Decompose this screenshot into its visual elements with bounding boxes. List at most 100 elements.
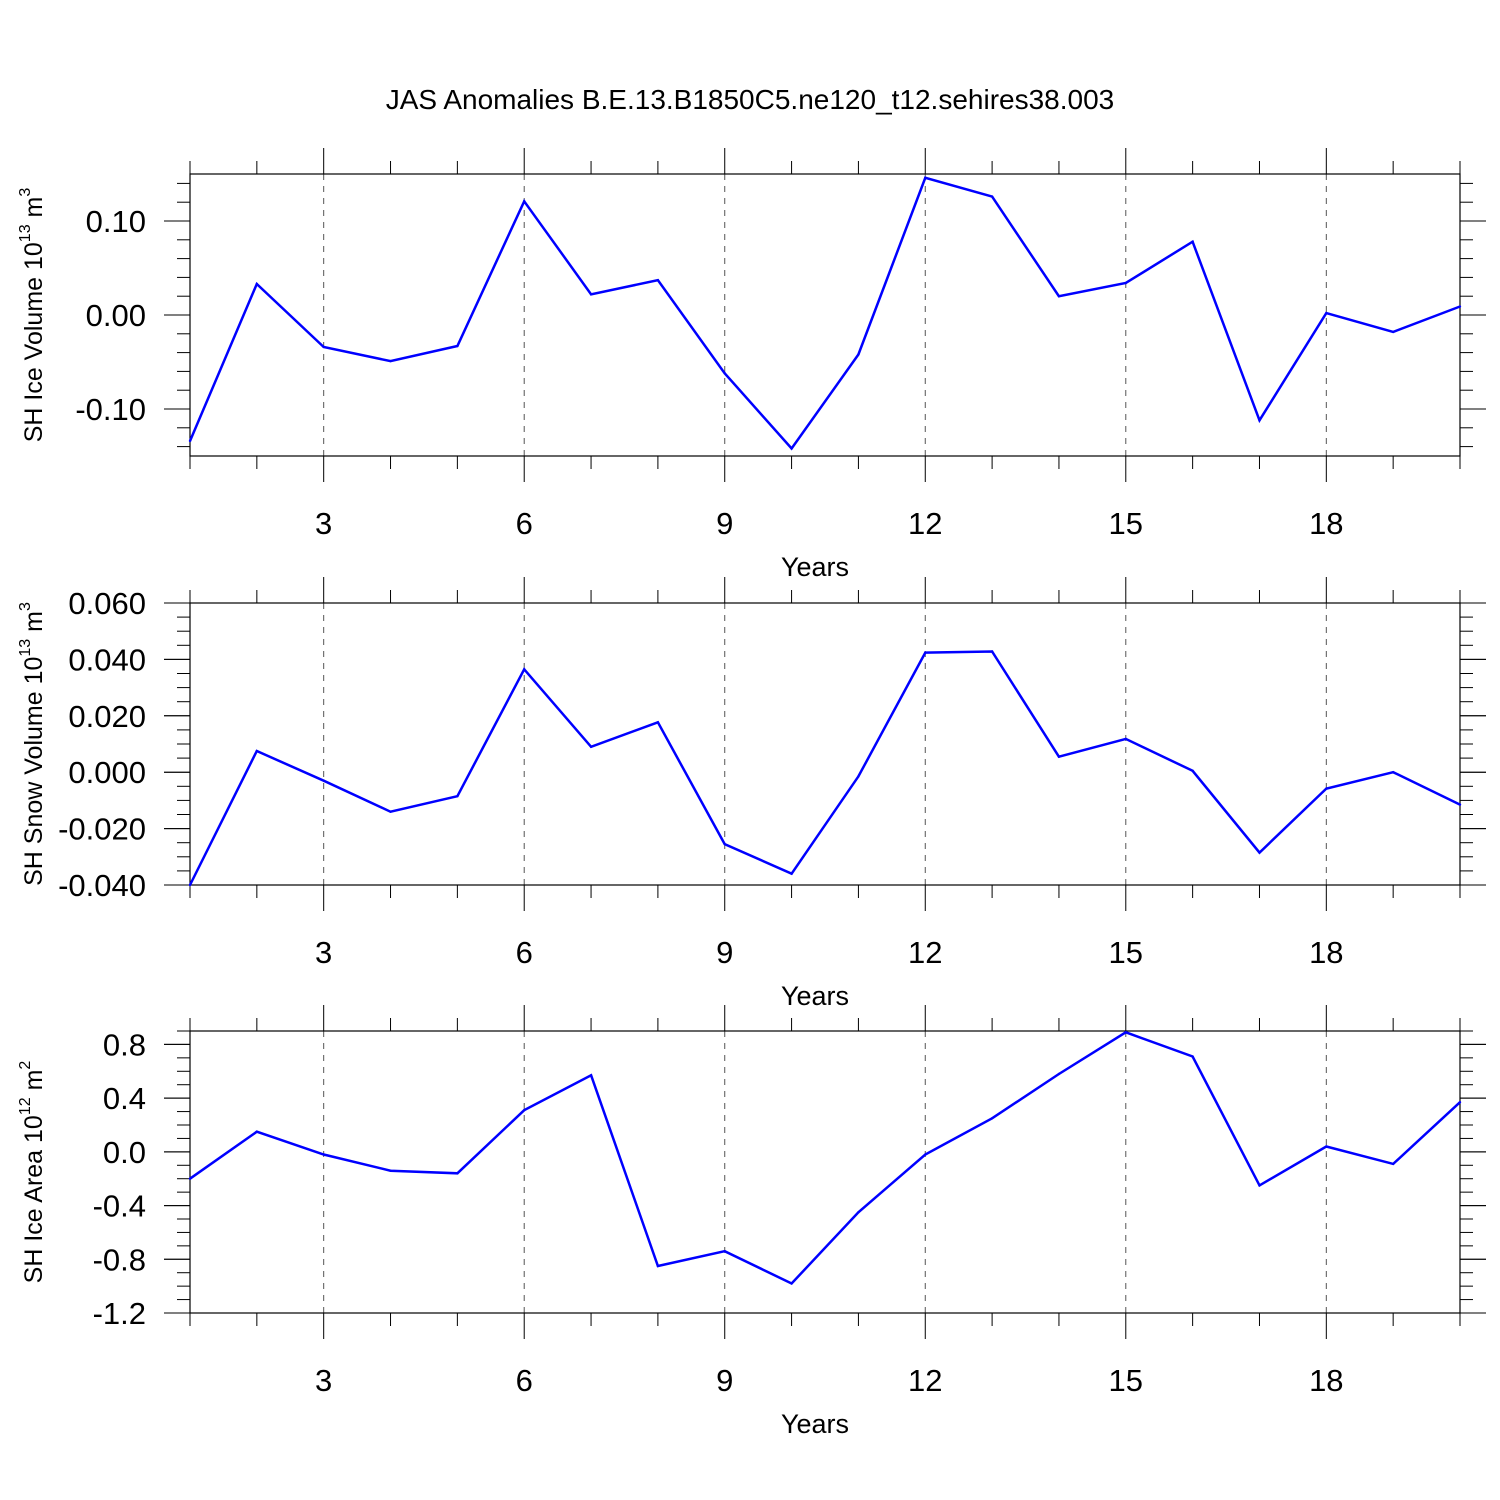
x-tick-label: 9	[716, 935, 733, 970]
y-axis-label-exponent: 13	[17, 224, 34, 242]
y-tick-label: 0.4	[103, 1081, 146, 1116]
data-point	[723, 372, 726, 375]
y-tick-label: -0.10	[75, 392, 146, 427]
data-point	[1325, 787, 1328, 790]
y-axis-label-unit: m	[20, 611, 48, 639]
y-tick-label: 0.020	[68, 699, 146, 734]
data-point	[857, 1211, 860, 1214]
data-point	[389, 1169, 392, 1172]
data-point	[1258, 419, 1261, 422]
data-point	[924, 651, 927, 654]
y-tick-label: -0.8	[93, 1242, 146, 1277]
panel-1: 3 6 9 12 15 18 Years -0.10 0.00 0.10 SH Ice Volume…	[17, 148, 1486, 582]
data-point	[1057, 755, 1061, 758]
data-point	[589, 745, 593, 749]
data-point	[188, 1177, 192, 1180]
chart-title: JAS Anomalies B.E.13.B1850C5.ne120_t12.s…	[385, 84, 1115, 115]
data-point	[188, 883, 192, 887]
x-tick-label: 3	[315, 935, 332, 970]
y-axis-label: SH Ice Volume 1013 m3	[17, 188, 48, 443]
data-point	[1458, 1100, 1462, 1104]
data-point	[1124, 281, 1127, 285]
y-tick-label: 0.040	[68, 642, 146, 677]
y-tick-label: 0.8	[103, 1027, 146, 1062]
x-axis-label: Years	[781, 552, 849, 582]
data-point	[322, 1153, 325, 1156]
data-point	[656, 1264, 660, 1268]
x-tick-label: 6	[516, 1363, 533, 1398]
x-tick-label: 15	[1109, 935, 1143, 970]
plot-frame	[189, 1030, 1461, 1314]
x-tick-label: 15	[1109, 506, 1143, 541]
data-point	[1391, 771, 1395, 774]
data-point	[656, 721, 660, 724]
data-point	[790, 447, 793, 450]
y-tick-label: 0.10	[86, 204, 146, 239]
x-tick-label: 9	[716, 506, 733, 541]
panel-2: 3 6 9 12 15 18 Years -0.040 -0.020 0.000 0.020 0.04…	[17, 577, 1486, 1011]
data-point	[322, 345, 325, 349]
y-axis-label-unit-exponent: 3	[17, 602, 34, 611]
panel-3: 3 6 9 12 15 18 Years -1.2 -0.8 -0.4 0.0 0.4 0.8 SH Ic…	[17, 1005, 1486, 1439]
data-point	[1391, 1162, 1395, 1166]
data-point	[255, 1130, 259, 1133]
data-point	[389, 810, 392, 813]
y-axis-label-main: SH Ice Area 10	[20, 1115, 48, 1283]
x-axis-label: Years	[781, 1409, 849, 1439]
data-point	[857, 775, 860, 778]
data-point	[1124, 737, 1127, 741]
y-tick-label: -0.020	[58, 812, 146, 847]
y-tick-label: 0.00	[86, 298, 146, 333]
data-point	[1191, 769, 1194, 772]
x-tick-label: 6	[516, 506, 533, 541]
data-point	[1191, 240, 1194, 243]
y-tick-label: 0.0	[103, 1135, 146, 1170]
data-point	[790, 872, 793, 875]
data-point	[990, 1117, 994, 1120]
data-point	[1124, 1031, 1127, 1034]
data-point	[990, 650, 994, 653]
data-point	[322, 779, 325, 782]
plot-frame	[189, 173, 1461, 457]
x-tick-label: 6	[516, 935, 533, 970]
data-point	[188, 439, 192, 443]
data-point	[656, 279, 660, 282]
data-point	[523, 1109, 526, 1112]
data-point	[456, 1172, 459, 1175]
data-point	[523, 668, 526, 671]
data-point	[1057, 295, 1061, 298]
y-tick-label: 0.060	[68, 586, 146, 621]
y-axis-label-main: SH Snow Volume 10	[20, 657, 48, 886]
x-tick-label: 18	[1309, 1363, 1343, 1398]
y-tick-label: -0.040	[58, 868, 146, 903]
y-tick-label: 0.000	[68, 755, 146, 790]
y-axis-label-unit-exponent: 3	[17, 188, 34, 197]
data-point	[255, 749, 259, 753]
x-tick-label: 12	[908, 506, 942, 541]
y-axis-label: SH Ice Area 1012 m2	[17, 1061, 48, 1284]
series-line	[188, 176, 1461, 451]
x-tick-label: 18	[1309, 935, 1343, 970]
data-point	[589, 293, 593, 296]
x-axis-label: Years	[781, 981, 849, 1011]
data-point	[255, 282, 259, 286]
x-tick-label: 12	[908, 935, 942, 970]
y-axis-label-unit-exponent: 2	[17, 1061, 34, 1070]
x-tick-label: 18	[1309, 506, 1343, 541]
data-point	[1325, 1145, 1328, 1148]
y-axis-label-unit: m	[20, 197, 48, 225]
y-axis-label: SH Snow Volume 1013 m3	[17, 602, 48, 886]
data-point	[523, 200, 526, 203]
x-tick-label: 3	[315, 506, 332, 541]
data-point	[857, 353, 860, 356]
data-point	[1458, 803, 1462, 806]
y-axis-label-exponent: 13	[17, 639, 34, 657]
y-axis-label-main: SH Ice Volume 10	[20, 242, 48, 442]
x-tick-label: 12	[908, 1363, 942, 1398]
data-point	[924, 176, 927, 179]
y-tick-label: -0.4	[93, 1189, 146, 1224]
data-point	[924, 1153, 927, 1156]
data-point	[589, 1074, 593, 1077]
x-tick-label: 15	[1109, 1363, 1143, 1398]
